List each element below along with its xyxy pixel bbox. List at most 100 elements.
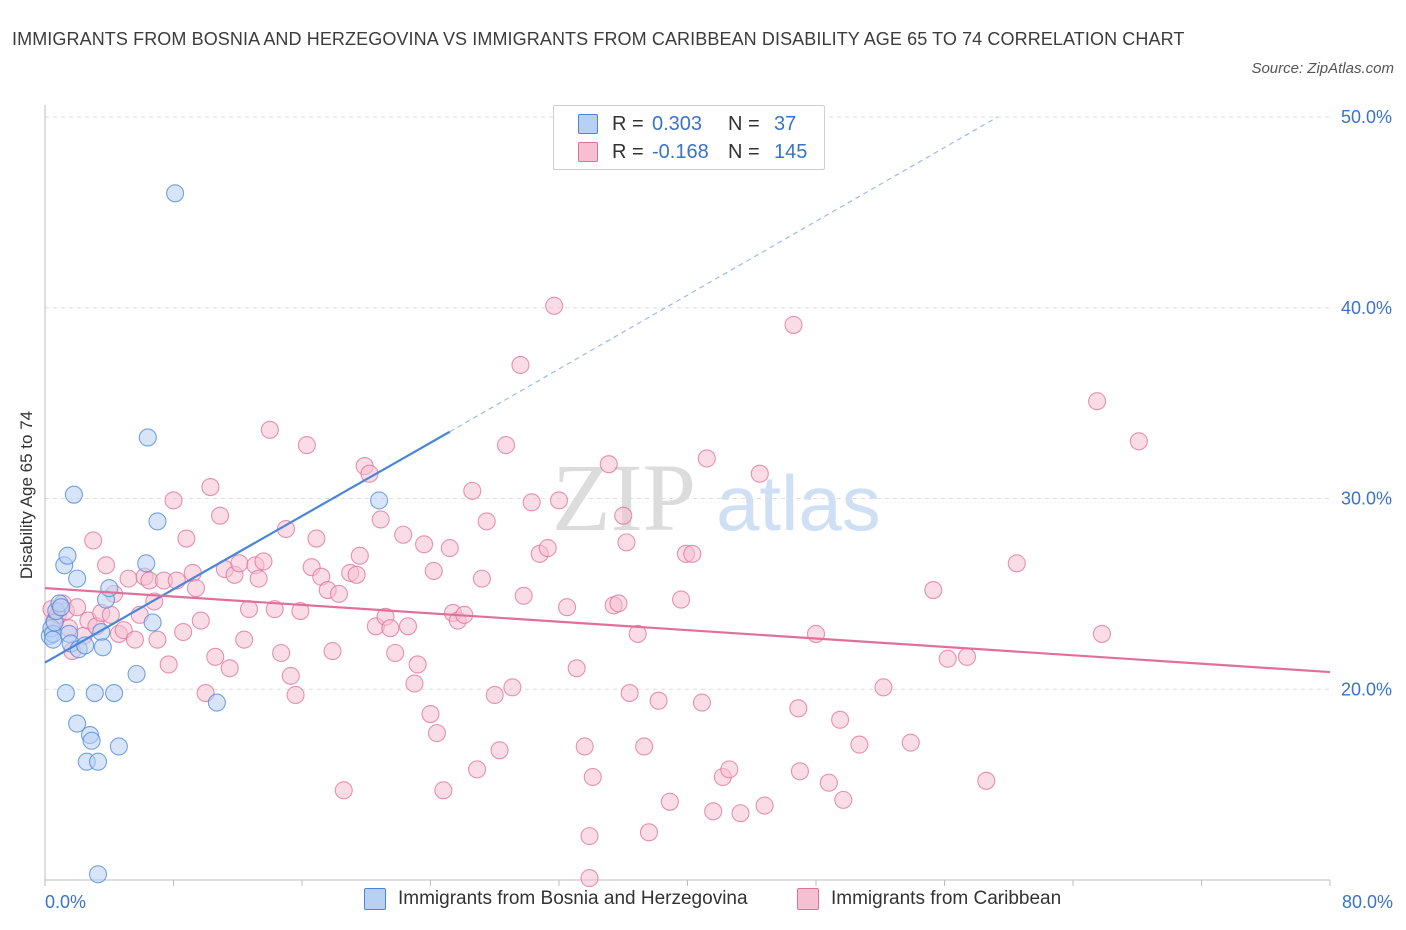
caribbean-point [784, 315, 803, 334]
caribbean-point [329, 584, 348, 603]
caribbean-point [1007, 554, 1026, 573]
bosnia-point [207, 693, 226, 712]
caribbean-point [427, 724, 446, 743]
caribbean-point [790, 762, 809, 781]
caribbean-point [297, 436, 316, 455]
caribbean-point [286, 685, 305, 705]
watermark-atlas: atlas [716, 459, 881, 547]
caribbean-point [254, 552, 273, 571]
legend-label-bosnia: Immigrants from Bosnia and Herzegovina [398, 888, 748, 909]
legend-swatch-pink [578, 142, 598, 162]
caribbean-point [522, 493, 541, 512]
axes [44, 105, 1331, 886]
caribbean-point [731, 804, 750, 823]
caribbean-point [617, 533, 636, 552]
caribbean-point [750, 464, 769, 483]
legend-label-caribbean: Immigrants from Caribbean [831, 888, 1062, 909]
bosnia-point [143, 613, 162, 632]
legend-n-value: 37 [774, 112, 797, 135]
caribbean-point [177, 529, 196, 548]
caribbean-point [924, 581, 943, 600]
caribbean-point [477, 512, 496, 531]
caribbean-point [599, 455, 618, 474]
legend-n-label: N = [728, 140, 760, 163]
caribbean-point [463, 481, 482, 500]
caribbean-point [834, 790, 853, 809]
bosnia-point [82, 731, 101, 750]
caribbean-point [549, 491, 569, 510]
trend-lines [44, 116, 1331, 674]
caribbean-point [720, 760, 739, 779]
bosnia-trend-line [44, 430, 451, 664]
legend-item-bosnia[interactable]: Immigrants from Bosnia and Herzegovina [364, 888, 748, 910]
caribbean-point [415, 535, 434, 554]
caribbean-point [260, 420, 279, 439]
caribbean-point [220, 659, 239, 678]
caribbean-point [472, 569, 491, 588]
caribbean-point [1088, 392, 1107, 411]
caribbean-point [545, 296, 564, 315]
caribbean-point [408, 655, 427, 674]
caribbean-point [580, 869, 599, 888]
caribbean-point [583, 767, 602, 787]
caribbean-point [850, 735, 869, 754]
bosnia-point [137, 554, 156, 573]
caribbean-point [164, 491, 183, 510]
bosnia-point [100, 579, 119, 598]
caribbean-point [660, 792, 679, 811]
bosnia-point [127, 664, 146, 684]
caribbean-point [239, 600, 259, 619]
tick-labels: 20.0% 30.0% 40.0% 50.0% 0.0% 80.0% [45, 107, 1393, 912]
caribbean-point [635, 737, 654, 756]
legend-swatch-pink [797, 888, 819, 910]
y-tick-label: 50.0% [1341, 107, 1392, 127]
caribbean-point [511, 355, 530, 375]
bosnia-point [56, 684, 75, 703]
caribbean-point [186, 579, 206, 598]
legend-n-value: 145 [774, 140, 808, 163]
caribbean-point [755, 796, 774, 815]
caribbean-point [381, 619, 400, 638]
caribbean-point [84, 531, 103, 550]
caribbean-point [957, 647, 977, 666]
caribbean-point [977, 771, 996, 790]
caribbean-point [405, 674, 424, 693]
caribbean-point [174, 622, 193, 642]
caribbean-point [272, 643, 291, 663]
caribbean-point [485, 685, 504, 705]
bosnia-point [370, 491, 389, 510]
caribbean-point [291, 601, 310, 621]
caribbean-point [421, 704, 440, 724]
caribbean-point [490, 741, 509, 760]
caribbean-point [614, 506, 633, 525]
stats-legend: R = 0.303 N = 37 R = -0.168 N = 145 [553, 105, 825, 170]
caribbean-point [538, 539, 557, 558]
caribbean-point [580, 827, 599, 846]
bosnia-point [138, 428, 157, 447]
caribbean-point [125, 630, 144, 649]
caribbean-point [819, 773, 838, 792]
caribbean-point [575, 737, 594, 756]
caribbean-point [938, 649, 957, 668]
caribbean-point [424, 561, 443, 581]
caribbean-point [1092, 624, 1111, 643]
caribbean-point [1129, 432, 1148, 451]
caribbean-point [201, 478, 220, 497]
bosnia-point [58, 546, 77, 565]
caribbean-points [42, 296, 1148, 888]
caribbean-point [628, 624, 647, 643]
caribbean-point [672, 590, 691, 609]
caribbean-point [148, 630, 167, 649]
y-tick-label: 40.0% [1341, 298, 1392, 318]
x-tick-label: 80.0% [1342, 892, 1393, 912]
caribbean-point [191, 611, 210, 630]
caribbean-point [514, 586, 533, 605]
legend-item-caribbean[interactable]: Immigrants from Caribbean [797, 888, 1061, 910]
bosnia-points [40, 184, 389, 884]
legend-row-bosnia: R = 0.303 N = 37 [578, 111, 796, 137]
caribbean-point [683, 544, 702, 563]
watermark-zip: ZIP [552, 444, 696, 551]
caribbean-point [609, 594, 628, 613]
caribbean-point [704, 802, 723, 821]
